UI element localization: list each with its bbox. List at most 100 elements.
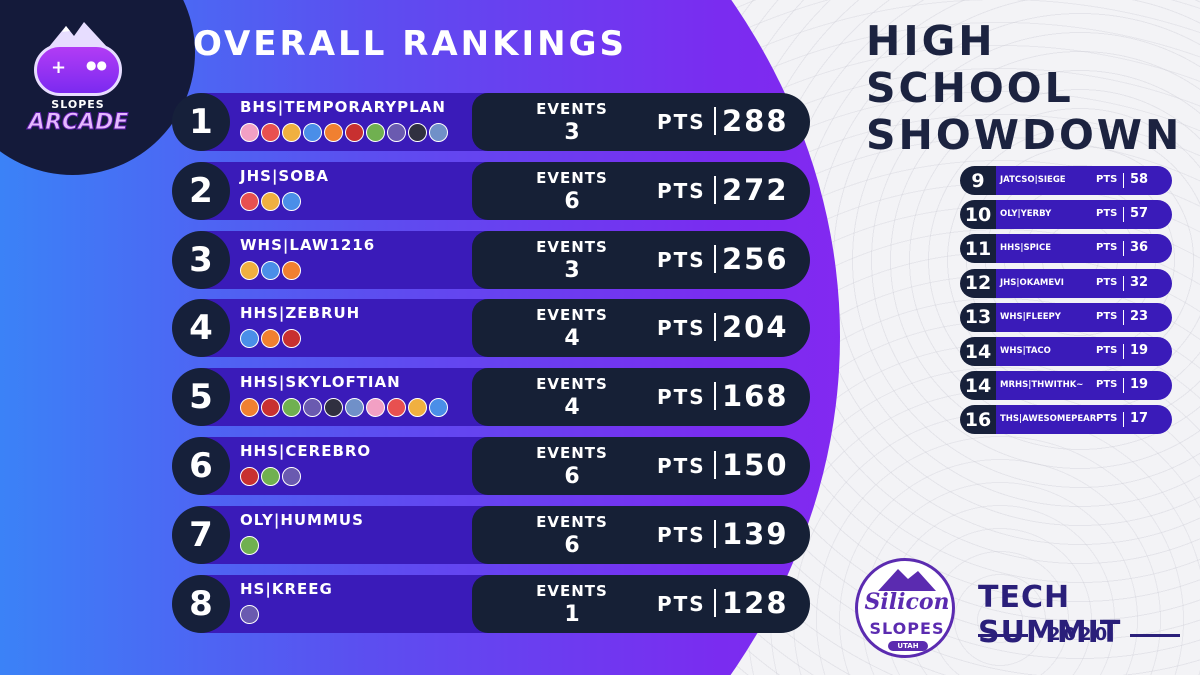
rank-number: 7 [172,505,230,564]
rank-number: 14 [960,371,996,401]
character-icon [240,191,259,211]
character-icon [261,467,280,486]
rank-number: 10 [960,200,996,230]
rank-number: 4 [172,299,230,358]
pts-divider [1123,207,1124,223]
team-bar: JHS|SOBA EVENTS 6 PTS 272 [200,161,810,220]
mountain-icon [878,569,936,591]
character-icon [366,123,385,142]
rank-number: 14 [960,337,996,366]
minor-ranking-row: 9 JATCSO|SIEGE PTS 58 [960,166,1172,195]
team-name: WHS|LAW1216 [240,235,376,254]
tech-summit-title: TECH SUMMIT [978,580,1122,650]
team-name: THS|AWESOMEPEAR [1000,414,1097,425]
pts-label: PTS [657,110,706,134]
pts-divider [714,588,716,617]
stats-box: EVENTS 4 PTS 204 [472,299,810,358]
events-label: EVENTS [536,100,608,118]
rank-number: 5 [172,368,230,427]
pts-value: 256 [722,241,789,276]
events-value: 1 [564,601,580,627]
rank-number: 9 [960,166,996,195]
events-value: 3 [564,120,580,145]
character-icon [240,260,259,280]
pts-divider [1123,378,1124,394]
events-value: 3 [564,257,580,283]
minor-ranking-row: 16 THS|AWESOMEPEAR PTS 17 [960,405,1172,435]
ranking-row: 1 BHS|TEMPORARYPLAN EVENTS 3 PTS 288 [172,93,810,151]
character-list [240,260,301,280]
minor-ranking-row: 11 HHS|SPICE PTS 36 [960,234,1172,264]
dpad-icon: + [51,57,67,78]
pts-label: PTS [657,316,706,341]
pts-value: 36 [1130,240,1149,256]
character-icon [303,123,322,142]
ranking-row: 8 HS|KREEG EVENTS 1 PTS 128 [172,574,810,633]
rank-number: 1 [172,93,230,151]
team-bar: MRHS|THWITHK~ PTS 19 [996,371,1172,401]
badge-line3: UTAH [888,641,928,651]
character-icon [387,398,406,418]
pts-label: PTS [657,454,706,478]
pts-divider [714,451,716,479]
stats-box: EVENTS 6 PTS 150 [472,437,810,495]
character-icon [240,329,259,349]
events-value: 6 [564,464,580,489]
team-bar: HS|KREEG EVENTS 1 PTS 128 [200,574,810,633]
character-icon [345,398,364,418]
character-icon [324,398,343,418]
pts-label: PTS [1096,276,1118,288]
events-value: 6 [564,188,580,214]
pts-label: PTS [657,385,706,410]
rank-number: 13 [960,302,996,332]
team-bar: OLY|YERBY PTS 57 [996,200,1172,230]
team-name: WHS|TACO [1000,346,1051,356]
team-name: WHS|FLEEPY [1000,311,1061,322]
buttons-icon: ●● [86,58,107,72]
character-icon [387,123,406,142]
pts-divider [714,175,716,204]
pts-divider [714,313,716,342]
character-icon [324,123,343,142]
pts-label: PTS [657,522,706,547]
team-name: OLY|YERBY [1000,209,1052,220]
character-icon [261,329,280,349]
minor-ranking-row: 10 OLY|YERBY PTS 57 [960,200,1172,230]
team-bar: HHS|SKYLOFTIAN EVENTS 4 PTS 168 [200,368,810,427]
team-bar: HHS|SPICE PTS 36 [996,234,1172,264]
page-title: OVERALL RANKINGS [193,24,627,64]
pts-value: 17 [1130,411,1149,427]
stats-box: EVENTS 1 PTS 128 [472,574,810,633]
pts-divider [714,107,716,135]
pts-label: PTS [657,178,706,203]
team-bar: THS|AWESOMEPEAR PTS 17 [996,405,1172,435]
character-icon [429,123,448,142]
pts-value: 19 [1130,343,1149,358]
pts-label: PTS [1096,413,1118,425]
badge-line2: SLOPES [869,619,945,638]
character-icon [282,329,301,349]
pts-divider [1123,309,1124,325]
ranking-row: 2 JHS|SOBA EVENTS 6 PTS 272 [172,161,810,220]
team-name: HHS|SPICE [1000,243,1052,254]
rank-number: 8 [172,574,230,633]
minor-ranking-row: 14 MRHS|THWITHK~ PTS 19 [960,371,1172,401]
character-list [240,467,301,486]
events-value: 4 [564,326,580,352]
pts-label: PTS [1096,242,1118,254]
ranking-row: 7 OLY|HUMMUS EVENTS 6 PTS 139 [172,505,810,564]
character-icon [240,535,259,555]
pts-divider [1123,344,1124,359]
pts-divider [1123,173,1124,188]
team-bar: OLY|HUMMUS EVENTS 6 PTS 139 [200,505,810,564]
pts-divider [714,519,716,548]
pts-divider [1123,241,1124,257]
character-list [240,123,448,142]
pts-divider [1123,275,1124,291]
ranking-row: 4 HHS|ZEBRUH EVENTS 4 PTS 204 [172,299,810,358]
ranking-row: 5 HHS|SKYLOFTIAN EVENTS 4 PTS 168 [172,368,810,427]
team-bar: WHS|FLEEPY PTS 23 [996,302,1172,332]
team-name: JATCSO|SIEGE [1000,175,1066,185]
events-label: EVENTS [536,237,608,256]
team-bar: HHS|CEREBRO EVENTS 6 PTS 150 [200,437,810,495]
